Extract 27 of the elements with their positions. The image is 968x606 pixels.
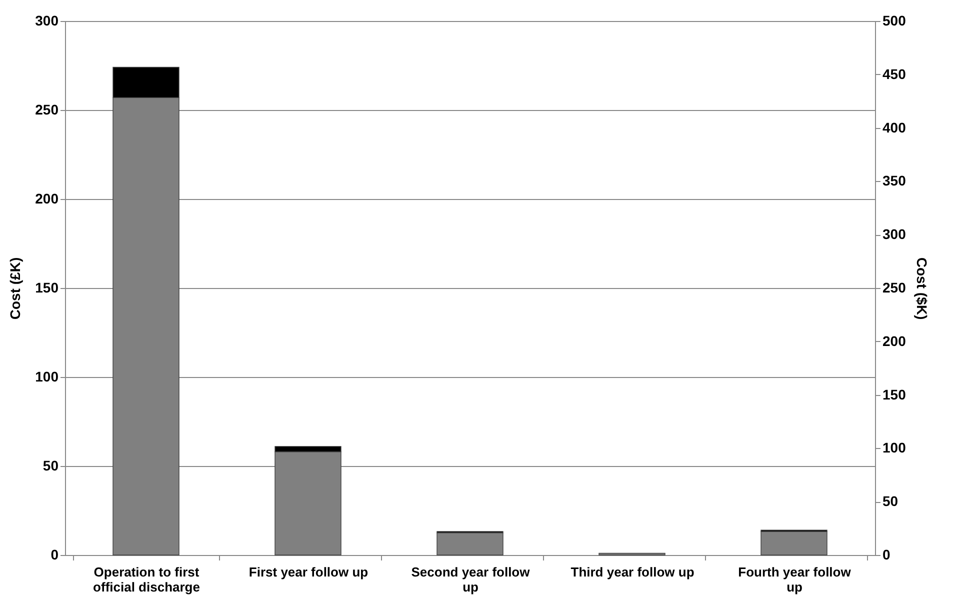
y2-tick-label: 250 [882, 280, 906, 296]
y2-tick-label: 450 [882, 66, 906, 82]
y-tick-label: 150 [35, 280, 59, 296]
y2-tick-label: 200 [882, 332, 906, 349]
y2-tick-label: 150 [882, 386, 906, 402]
bar [760, 531, 828, 556]
x-tick-label: Fourth year follow up [738, 564, 852, 594]
y-tick-label: 250 [35, 102, 59, 118]
y-tick-label: 300 [35, 12, 59, 28]
y-tick-label: 0 [50, 546, 59, 562]
y2-tick-label: 50 [882, 493, 898, 510]
y-axis-title: Cost (£K) [7, 257, 24, 320]
x-tick-label: First year follow up [248, 564, 368, 580]
y-tick-label: 200 [35, 190, 59, 206]
x-tick-label: Second year follow up [411, 564, 531, 594]
y2-tick-label: 500 [882, 12, 906, 28]
y2-tick-label: 300 [882, 226, 906, 242]
bar [436, 532, 504, 556]
y2-axis-title: Cost ($K) [914, 257, 930, 320]
y2-tick-label: 100 [882, 440, 906, 456]
x-tick-label: Operation to first official discharge [93, 564, 200, 594]
y2-tick-label: 350 [882, 172, 906, 189]
y-tick-label: 100 [35, 368, 59, 384]
y2-tick-label: 0 [882, 546, 890, 562]
x-tick-label: Third year follow up [570, 564, 694, 580]
y-tick-label: 50 [42, 458, 59, 474]
y2-tick-label: 400 [882, 119, 906, 136]
